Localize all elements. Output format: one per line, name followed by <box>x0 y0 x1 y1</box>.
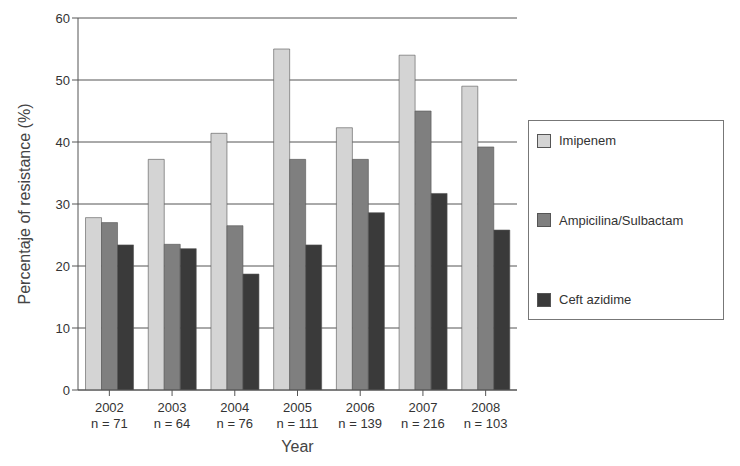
svg-text:2004n = 76: 2004n = 76 <box>217 400 254 431</box>
svg-text:60: 60 <box>56 11 70 26</box>
svg-text:2002n = 71: 2002n = 71 <box>91 400 128 431</box>
svg-text:0: 0 <box>63 383 70 398</box>
html-text:Imipenem: Imipenem <box>559 133 617 148</box>
svg-text:Year: Year <box>281 438 314 455</box>
svg-text:2003n = 64: 2003n = 64 <box>154 400 191 431</box>
svg-text:2006n = 139: 2006n = 139 <box>338 400 382 431</box>
svg-text:50: 50 <box>56 73 70 88</box>
svg-text:2007n = 216: 2007n = 216 <box>401 400 445 431</box>
svg-text:2008n = 103: 2008n = 103 <box>464 400 508 431</box>
svg-text:20: 20 <box>56 259 70 274</box>
html-text:Ceft azidime: Ceft azidime <box>559 292 632 307</box>
svg-text:10: 10 <box>56 321 70 336</box>
svg-text:Percentaje of resistance (%): Percentaje of resistance (%) <box>16 104 33 305</box>
svg-text:40: 40 <box>56 135 70 150</box>
svg-text:2005n = 111: 2005n = 111 <box>277 400 319 431</box>
html-text:Ampicilina/Sulbactam: Ampicilina/Sulbactam <box>559 212 684 228</box>
svg-text:30: 30 <box>56 197 70 212</box>
